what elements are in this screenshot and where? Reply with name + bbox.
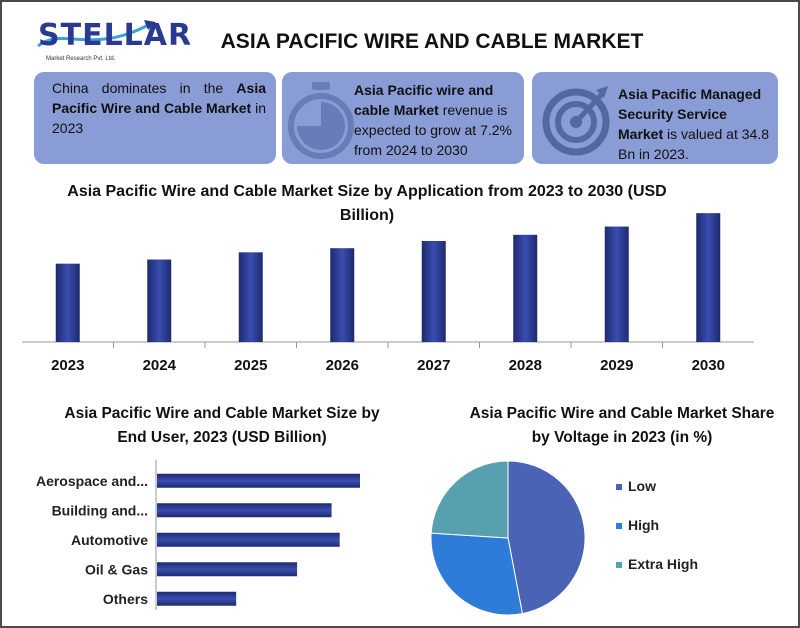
y-tick-label: Automotive [71, 532, 148, 548]
card-text-post: revenue is expected to grow at 7.2% from… [354, 102, 512, 158]
legend-swatch [616, 562, 622, 568]
bar [421, 240, 446, 342]
x-tick-label: 2026 [326, 357, 359, 374]
voltage-pie-chart [430, 460, 586, 616]
info-card-china: China dominates in the Asia Pacific Wire… [34, 72, 276, 164]
card-text-pre: China dominates in the [52, 80, 237, 96]
info-card-security: Asia Pacific Managed Security Service Ma… [532, 72, 778, 164]
legend-label: Low [628, 478, 656, 494]
legend-swatch [616, 484, 622, 490]
bar [330, 248, 355, 342]
bar [157, 591, 237, 606]
bar [696, 213, 721, 342]
y-tick-label: Oil & Gas [85, 561, 148, 577]
card-text-post: in 2023 [52, 100, 266, 136]
logo-wordmark: STELLAR [38, 18, 193, 53]
x-tick-label: 2028 [509, 357, 542, 374]
logo-subtitle: Market Research Pvt. Ltd. [46, 56, 116, 62]
bar [238, 252, 263, 342]
end-user-chart-title: Asia Pacific Wire and Cable Market Size … [64, 405, 380, 446]
bar [604, 226, 629, 342]
bar [157, 473, 360, 488]
x-tick-label: 2030 [692, 357, 725, 374]
x-tick-label: 2023 [51, 357, 84, 374]
stopwatch-icon [288, 82, 354, 159]
y-tick-label: Aerospace and... [36, 473, 148, 489]
voltage-chart-title: Asia Pacific Wire and Cable Market Share… [469, 405, 775, 446]
card-text: Asia Pacific wire and cable Market reven… [354, 80, 520, 160]
card-text-bold: Asia Pacific Managed Security Service Ma… [618, 86, 762, 142]
stellar-logo: STELLAR Market Research Pvt. Ltd. [32, 16, 191, 68]
info-card-growth: Asia Pacific wire and cable Market reven… [282, 72, 524, 164]
bar [55, 263, 80, 342]
pie-slice [430, 532, 524, 616]
application-chart-title: Asia Pacific Wire and Cable Market Size … [67, 183, 667, 224]
card-text-post: is valued at 34.8 Bn in 2023. [618, 126, 769, 162]
legend-label: High [628, 517, 660, 533]
card-text-bold: Asia Pacific wire and cable Market [354, 82, 494, 118]
pie-slice [430, 460, 509, 539]
page-title: ASIA PACIFIC WIRE AND CABLE MARKET [220, 30, 644, 53]
end-user-bar-chart: Aerospace and... Building and... Automotiv… [36, 460, 360, 610]
logo-swoosh-icon [37, 20, 156, 48]
target-icon [542, 86, 610, 156]
legend-swatch [616, 523, 622, 529]
legend-label: Extra High [628, 556, 699, 572]
bar [147, 259, 172, 342]
bar [513, 234, 538, 342]
x-tick-label: 2025 [234, 357, 267, 374]
y-tick-label: Others [103, 591, 148, 607]
bar [157, 532, 340, 547]
x-tick-label: 2027 [417, 357, 450, 374]
x-tick-label: 2024 [143, 357, 177, 374]
pie-slice [507, 460, 586, 615]
bar [157, 503, 332, 518]
x-tick-label: 2029 [600, 357, 633, 374]
card-text: Asia Pacific Managed Security Service Ma… [618, 84, 774, 164]
card-text-bold: Asia Pacific Wire and Cable Market [52, 80, 266, 116]
y-tick-label: Building and... [52, 502, 148, 518]
bar [157, 562, 298, 577]
card-text: China dominates in the Asia Pacific Wire… [52, 78, 266, 138]
application-bar-chart: 2023 2024 2025 2026 2027 2028 2029 2030 [22, 213, 754, 374]
